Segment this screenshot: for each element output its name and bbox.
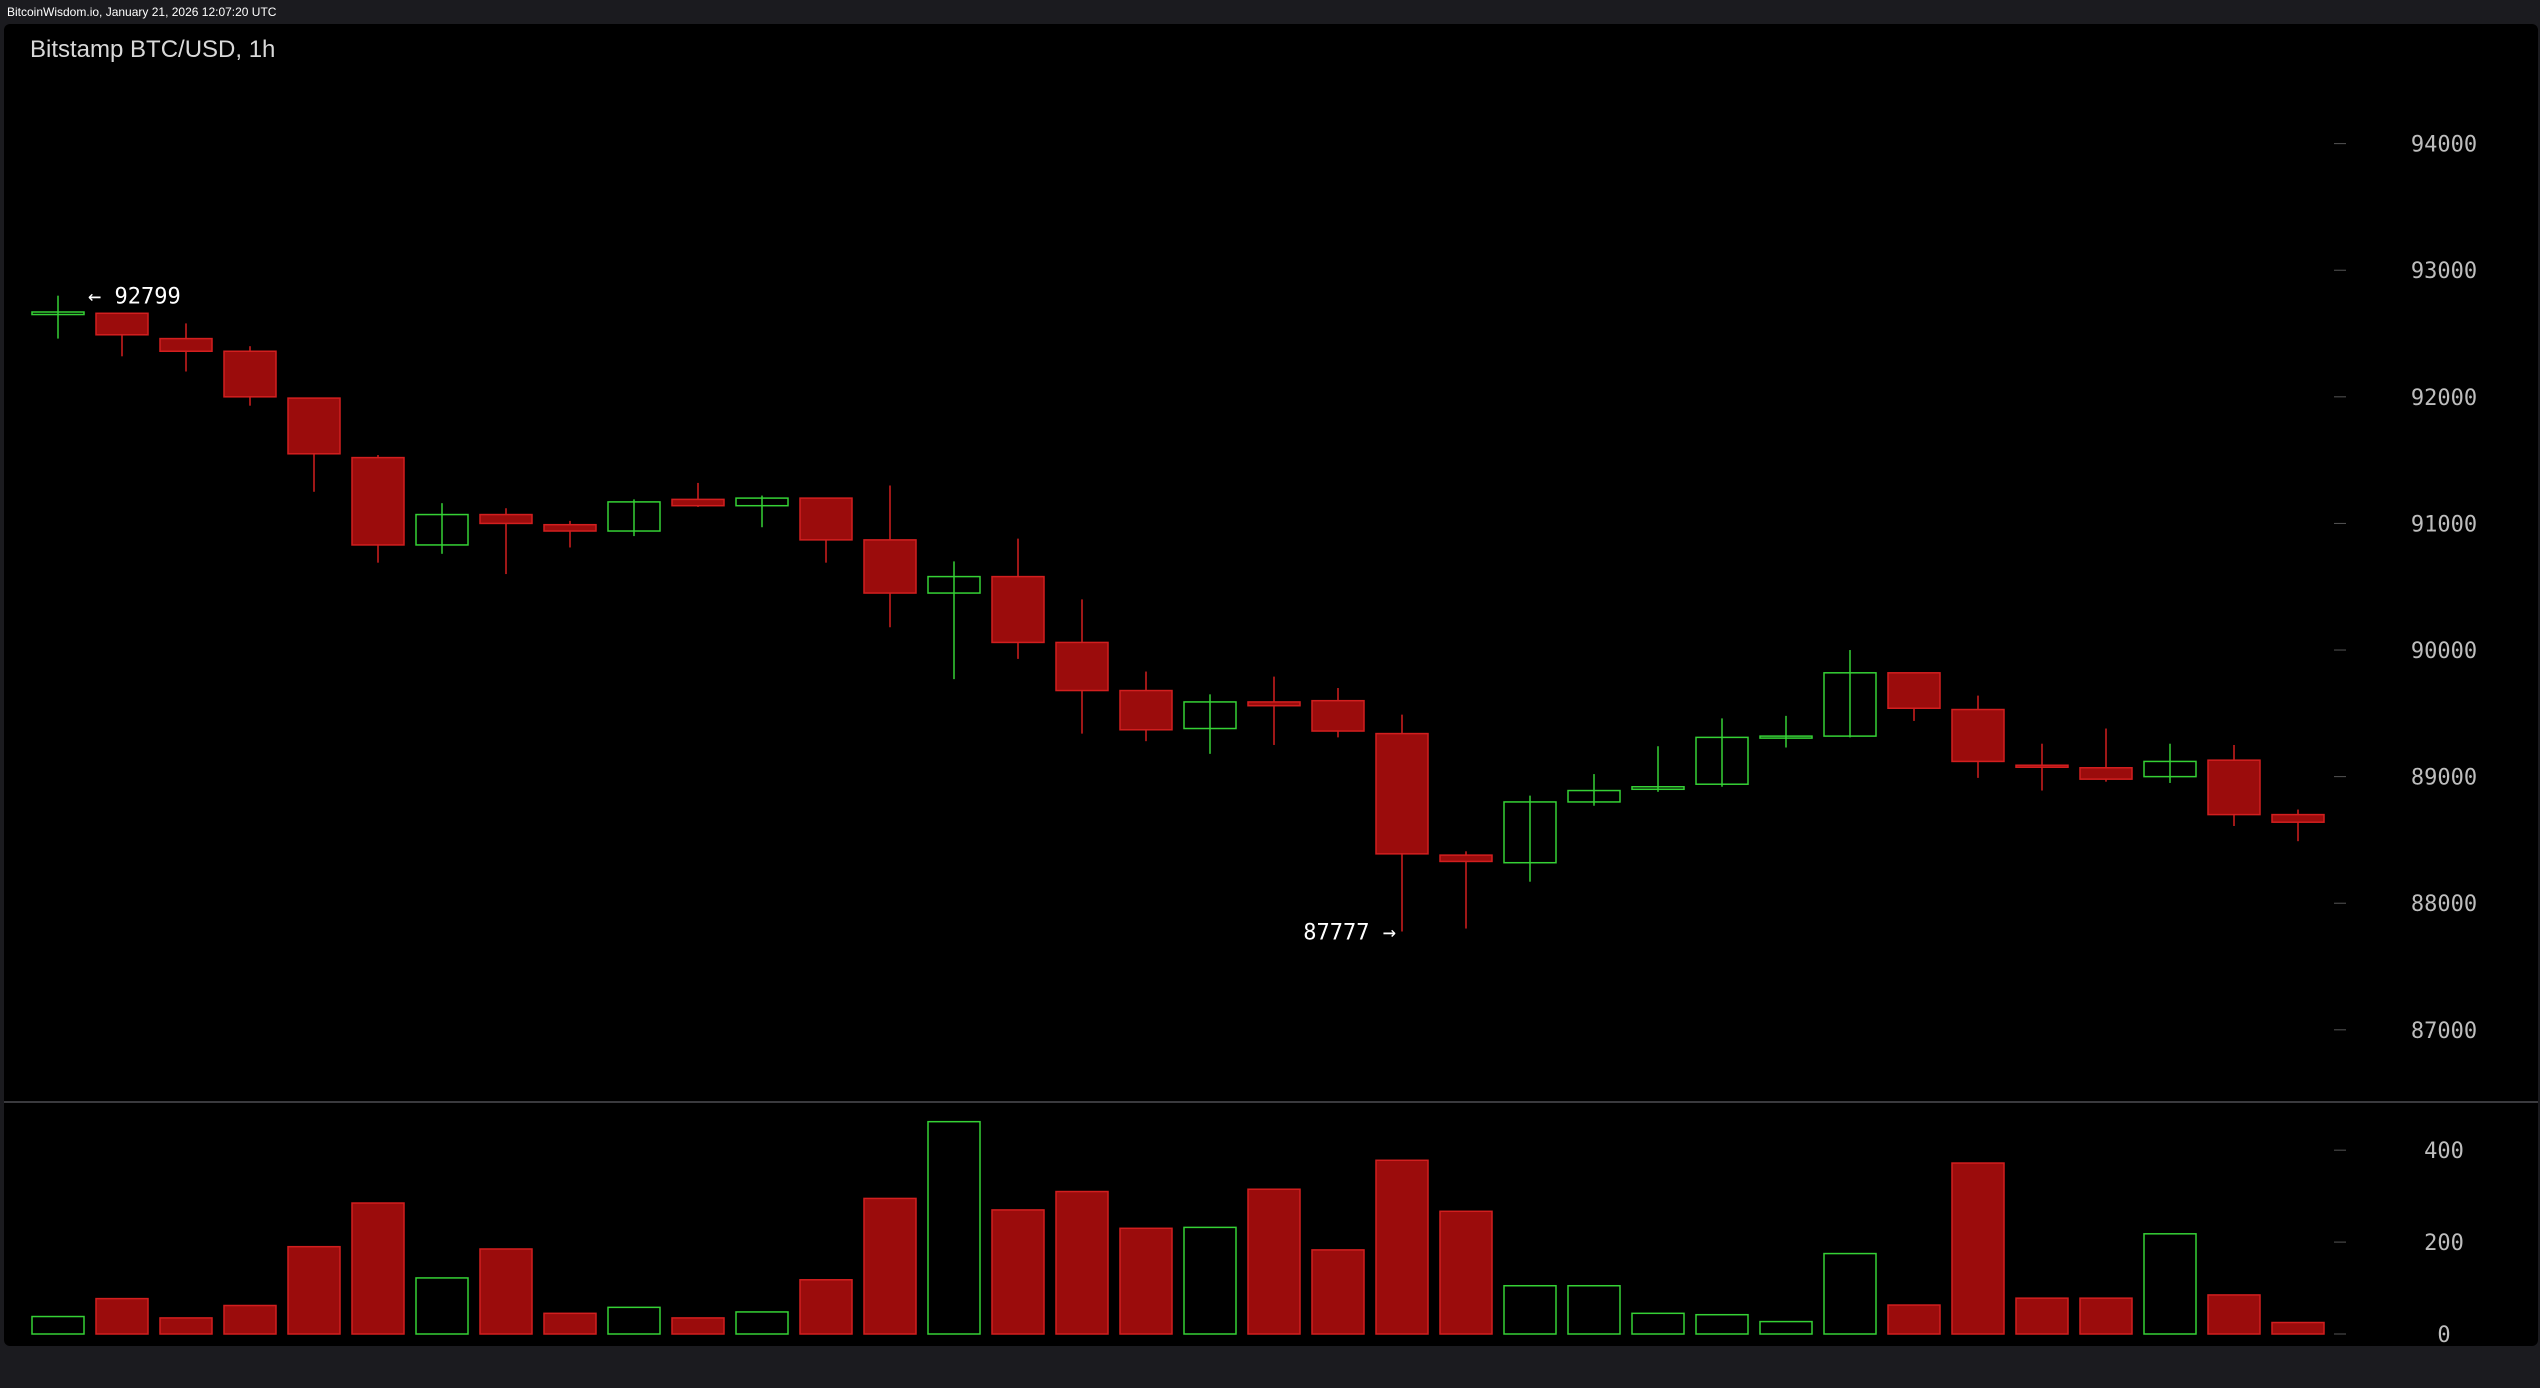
candle-body-down <box>351 456 405 546</box>
volume-bar-down <box>2015 1297 2069 1335</box>
high-price-annotation: ← 92799 <box>88 285 181 310</box>
candle-body-up <box>1823 672 1877 737</box>
price-axis: 94000 93000 92000 91000 90000 89000 88000 87000 <box>2334 133 2477 1044</box>
volume-bar-up <box>1503 1284 1557 1335</box>
price-tick-label: 91000 <box>2411 512 2477 537</box>
candle-body-down <box>863 539 917 594</box>
volume-bar-up <box>1695 1313 1749 1335</box>
candle-body-up <box>1183 701 1237 730</box>
candle-body-up <box>735 497 789 507</box>
price-chart[interactable]: 94000 93000 92000 91000 90000 89000 88000 87000… <box>4 24 2538 1346</box>
low-price-annotation: 87777 → <box>1303 920 1396 945</box>
volume-bar-down <box>671 1317 725 1335</box>
candle-body-up <box>927 575 981 594</box>
volume-tick-label: 200 <box>2424 1231 2464 1256</box>
top-bar: BitcoinWisdom.io, January 21, 2026 12:07… <box>0 0 2540 24</box>
candle-body-down <box>2079 767 2133 780</box>
candle-bodies <box>31 311 2325 864</box>
volume-bar-down <box>1439 1210 1493 1335</box>
candle-body-down <box>1247 701 1301 707</box>
volume-bar-up <box>1183 1226 1237 1335</box>
volume-bar-down <box>1375 1159 1429 1335</box>
volume-bar-down <box>351 1202 405 1335</box>
candle-body-down <box>2271 813 2325 823</box>
candle-body-down <box>2207 759 2261 816</box>
candle-body-up <box>1503 801 1557 864</box>
candle-body-down <box>799 497 853 541</box>
volume-bar-up <box>415 1277 469 1335</box>
volume-bar-up <box>735 1311 789 1335</box>
volume-bar-down <box>2271 1321 2325 1335</box>
candle-body-up <box>1567 789 1621 803</box>
site-timestamp: BitcoinWisdom.io, January 21, 2026 12:07… <box>7 5 277 19</box>
candle-body-down <box>1887 672 1941 710</box>
volume-bar-down <box>1055 1190 1109 1335</box>
candle-body-down <box>2015 764 2069 768</box>
volume-bar-up <box>2143 1233 2197 1335</box>
volume-bar-up <box>1759 1320 1813 1335</box>
volume-bar-down <box>159 1317 213 1335</box>
volume-bar-up <box>927 1120 981 1335</box>
price-tick-label: 88000 <box>2411 892 2477 917</box>
volume-bar-down <box>479 1248 533 1335</box>
candle-body-down <box>1311 699 1365 732</box>
candle-body-down <box>991 575 1045 644</box>
candle-body-up <box>1631 785 1685 791</box>
volume-bar-down <box>991 1209 1045 1335</box>
candle-body-up <box>2143 760 2197 778</box>
chart-title: Bitstamp BTC/USD, 1h <box>30 36 276 63</box>
price-tick-label: 94000 <box>2411 133 2477 158</box>
volume-bar-down <box>1311 1249 1365 1335</box>
volume-axis: 400 200 0 <box>2334 1139 2464 1346</box>
volume-bar-down <box>543 1312 597 1335</box>
price-tick-label: 87000 <box>2411 1019 2477 1044</box>
candle-body-up <box>1695 736 1749 785</box>
chart-panel[interactable]: 94000 93000 92000 91000 90000 89000 88000 87000… <box>4 24 2538 1346</box>
volume-bar-down <box>2079 1297 2133 1335</box>
candle-body-up <box>31 311 85 316</box>
volume-bar-up <box>607 1306 661 1335</box>
volume-bar-down <box>799 1279 853 1335</box>
annotations: ← 92799 87777 → <box>88 285 1396 946</box>
volume-tick-label: 0 <box>2437 1323 2450 1346</box>
volume-tick-label: 400 <box>2424 1139 2464 1164</box>
volume-bar-down <box>1951 1162 2005 1335</box>
candle-body-down <box>1439 854 1493 863</box>
candle-body-down <box>1119 689 1173 731</box>
volume-bar-down <box>863 1197 917 1335</box>
candle-body-down <box>1951 708 2005 763</box>
candle-body-down <box>95 312 149 336</box>
volume-bar-up <box>31 1315 85 1335</box>
volume-bar-up <box>1631 1312 1685 1335</box>
volume-bar-up <box>1823 1252 1877 1335</box>
volume-bar-down <box>2207 1294 2261 1335</box>
candle-body-down <box>287 397 341 455</box>
candle-body-down <box>479 513 533 525</box>
volume-bar-down <box>287 1245 341 1335</box>
volume-bar-down <box>95 1297 149 1335</box>
volume-bar-down <box>1887 1304 1941 1335</box>
candle-body-down <box>223 350 277 398</box>
volume-bar-down <box>1247 1188 1301 1335</box>
candle-body-down <box>543 523 597 532</box>
candle-body-down <box>1055 641 1109 692</box>
candle-body-up <box>1759 735 1813 739</box>
volume-bars <box>31 1120 2325 1335</box>
candle-body-up <box>415 513 469 546</box>
volume-bar-up <box>1567 1284 1621 1335</box>
volume-bar-down <box>1119 1227 1173 1335</box>
volume-bar-down <box>223 1304 277 1335</box>
price-tick-label: 92000 <box>2411 386 2477 411</box>
candle-wicks <box>57 295 2299 932</box>
price-tick-label: 90000 <box>2411 639 2477 664</box>
price-tick-label: 93000 <box>2411 259 2477 284</box>
price-tick-label: 89000 <box>2411 766 2477 791</box>
candle-body-up <box>607 501 661 532</box>
candle-body-down <box>159 337 213 353</box>
candle-body-down <box>671 498 725 507</box>
candle-body-down <box>1375 732 1429 855</box>
